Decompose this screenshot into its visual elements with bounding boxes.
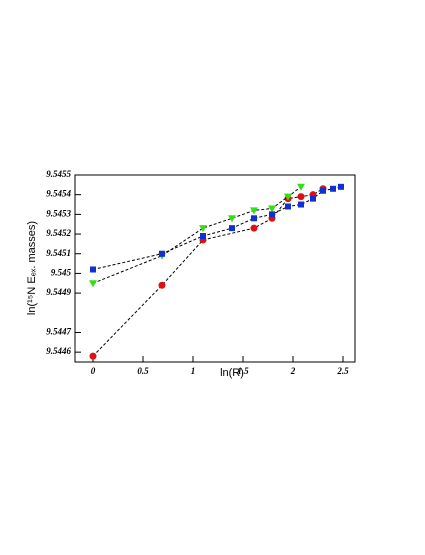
point — [320, 187, 326, 194]
x-axis-label: ln(R) — [220, 367, 244, 379]
y-tick-label: 9.5455 — [46, 169, 71, 179]
point — [199, 225, 207, 233]
point — [297, 183, 305, 191]
x-tick-label: 0 — [91, 366, 96, 376]
point — [284, 193, 292, 201]
x-tick-label: 2.5 — [336, 366, 349, 376]
y-tick-label: 9.5453 — [46, 208, 71, 218]
point — [229, 225, 235, 232]
y-tick-label: 9.545 — [51, 267, 72, 277]
series-line — [92, 188, 324, 357]
series-line — [92, 186, 302, 284]
point — [250, 207, 258, 215]
y-tick-label: 9.5452 — [46, 228, 71, 238]
point — [251, 215, 257, 222]
y-tick-label: 9.5449 — [46, 287, 71, 297]
x-tick-label: 0.5 — [137, 366, 149, 376]
point — [268, 205, 276, 213]
y-axis-label: ln(¹⁵N Eₑₓ. masses) — [26, 221, 38, 315]
point — [90, 266, 96, 273]
point — [310, 195, 316, 202]
point — [158, 281, 166, 289]
series-line — [92, 186, 342, 270]
point — [338, 183, 344, 190]
point — [228, 215, 236, 223]
point — [89, 352, 97, 360]
point — [330, 185, 336, 192]
plot-frame — [74, 174, 356, 363]
x-tick-label: 1 — [191, 366, 196, 376]
x-tick-label: 2 — [290, 366, 296, 376]
point — [269, 211, 275, 218]
point — [250, 224, 258, 232]
point — [200, 233, 206, 240]
y-tick-label: 9.5451 — [46, 248, 71, 258]
point — [89, 280, 97, 288]
point — [159, 250, 165, 257]
point — [297, 193, 305, 201]
y-tick-label: 9.5446 — [46, 346, 71, 356]
y-tick-label: 9.5447 — [46, 327, 71, 337]
point — [285, 203, 291, 210]
point — [298, 201, 304, 208]
x-tick-label: 1.5 — [237, 366, 249, 376]
y-tick-label: 9.5454 — [46, 189, 71, 199]
